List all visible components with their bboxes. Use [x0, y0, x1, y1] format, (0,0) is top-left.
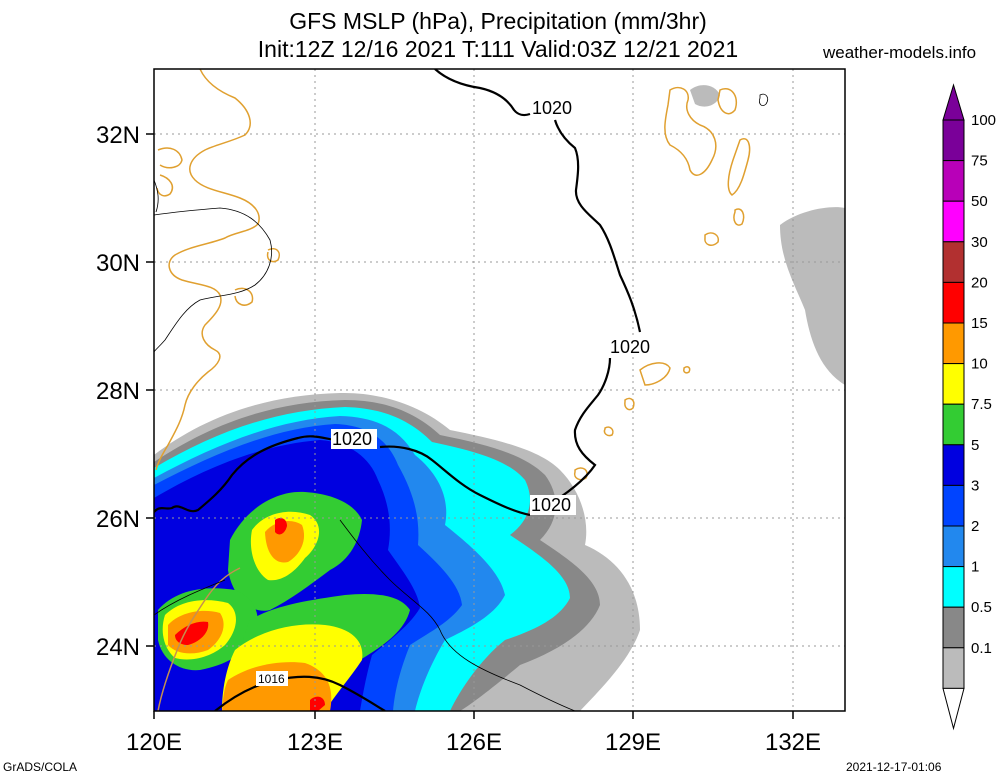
colorbar-swatch	[943, 404, 964, 445]
colorbar-top-arrow	[943, 85, 964, 120]
contour-label-1020-a: 1020	[532, 98, 572, 118]
y-tick-label: 28N	[96, 378, 140, 405]
colorbar-swatch	[943, 323, 964, 364]
x-tick-label: 123E	[287, 729, 343, 756]
colorbar-swatch	[943, 648, 964, 689]
y-tick-label: 30N	[96, 250, 140, 277]
colorbar-swatch	[943, 282, 964, 323]
colorbar-swatch	[943, 364, 964, 405]
colorbar-label: 2	[971, 518, 979, 535]
colorbar-swatch	[943, 242, 964, 283]
colorbar-label: 50	[971, 193, 988, 210]
contour-label-1020-d: 1020	[531, 495, 571, 515]
colorbar-swatch	[943, 526, 964, 567]
y-tick-label: 24N	[96, 634, 140, 661]
x-tick-label: 126E	[446, 729, 502, 756]
colorbar-swatch	[943, 161, 964, 202]
colorbar-swatch	[943, 485, 964, 526]
colorbar-label: 0.5	[971, 599, 992, 616]
colorbar-label: 10	[971, 356, 988, 373]
x-tick-labels: 120E 123E 126E 129E 132E	[126, 729, 821, 756]
colorbar-label: 7.5	[971, 396, 992, 413]
colorbar-label: 0.1	[971, 640, 992, 657]
colorbar-label: 20	[971, 274, 988, 291]
colorbar-swatch	[943, 445, 964, 486]
y-tick-label: 26N	[96, 506, 140, 533]
colorbar-swatch	[943, 567, 964, 608]
colorbar-swatch	[943, 201, 964, 242]
contour-label-1020-c: 1020	[332, 429, 372, 449]
colorbar-swatch	[943, 120, 964, 161]
colorbar-label: 1	[971, 559, 979, 576]
colorbar-label: 30	[971, 234, 988, 251]
y-tick-labels: 32N 30N 28N 26N 24N	[96, 122, 140, 661]
x-tick-label: 129E	[605, 729, 661, 756]
contour-label-1016: 1016	[258, 672, 285, 686]
colorbar: 100 75 50 30 20 15 10 7.5 5 3 2 1 0.5 0.1	[943, 85, 996, 728]
colorbar-label: 5	[971, 437, 979, 454]
y-tick-label: 32N	[96, 122, 140, 149]
contour-label-1020-b: 1020	[610, 337, 650, 357]
colorbar-label: 3	[971, 477, 979, 494]
colorbar-label: 100	[971, 112, 996, 129]
colorbar-bottom-arrow	[943, 688, 964, 728]
colorbar-label: 15	[971, 315, 988, 332]
x-tick-label: 132E	[765, 729, 821, 756]
colorbar-label: 75	[971, 153, 988, 170]
colorbar-swatch	[943, 607, 964, 648]
x-tick-label: 120E	[126, 729, 182, 756]
